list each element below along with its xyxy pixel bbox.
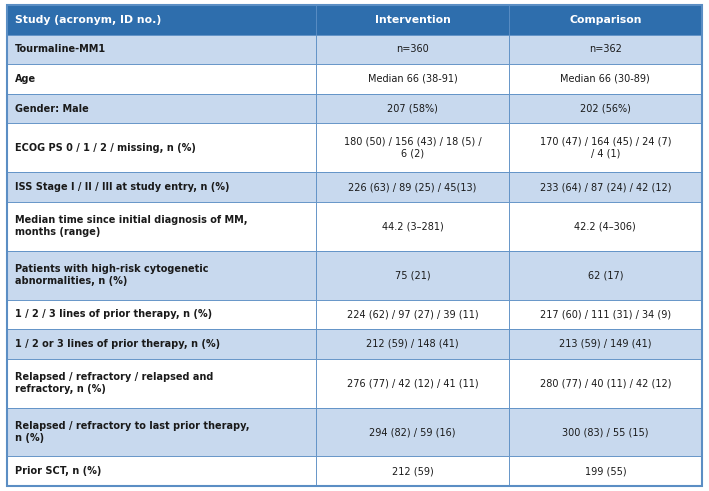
Bar (509, 123, 702, 172)
Text: ISS Stage I / II / III at study entry, n (%): ISS Stage I / II / III at study entry, n… (15, 182, 229, 192)
Bar (316, 251, 509, 300)
Text: Age: Age (15, 74, 36, 84)
Bar (509, 172, 702, 202)
Bar (316, 408, 509, 457)
Text: 294 (82) / 59 (16): 294 (82) / 59 (16) (369, 427, 456, 437)
Text: Tourmaline-MM1: Tourmaline-MM1 (15, 44, 106, 55)
Bar (316, 5, 509, 34)
Bar (7, 457, 316, 486)
Text: 1 / 2 / 3 lines of prior therapy, n (%): 1 / 2 / 3 lines of prior therapy, n (%) (15, 309, 212, 319)
Bar (316, 34, 509, 64)
Text: 233 (64) / 87 (24) / 42 (12): 233 (64) / 87 (24) / 42 (12) (540, 182, 671, 192)
Text: 170 (47) / 164 (45) / 24 (7)
/ 4 (1): 170 (47) / 164 (45) / 24 (7) / 4 (1) (540, 136, 671, 159)
Bar (316, 300, 509, 329)
Text: Prior SCT, n (%): Prior SCT, n (%) (15, 466, 101, 476)
Bar (509, 300, 702, 329)
Bar (7, 34, 316, 64)
Text: Study (acronym, ID no.): Study (acronym, ID no.) (15, 15, 161, 25)
Bar (7, 359, 316, 408)
Text: n=362: n=362 (589, 44, 622, 55)
Text: 300 (83) / 55 (15): 300 (83) / 55 (15) (562, 427, 649, 437)
Bar (316, 329, 509, 359)
Bar (509, 329, 702, 359)
Text: ECOG PS 0 / 1 / 2 / missing, n (%): ECOG PS 0 / 1 / 2 / missing, n (%) (15, 143, 196, 153)
Text: 42.2 (4–306): 42.2 (4–306) (574, 221, 636, 231)
Text: 202 (56%): 202 (56%) (580, 104, 631, 113)
Bar (7, 300, 316, 329)
Text: 226 (63) / 89 (25) / 45(13): 226 (63) / 89 (25) / 45(13) (348, 182, 476, 192)
Bar (509, 408, 702, 457)
Text: 276 (77) / 42 (12) / 41 (11): 276 (77) / 42 (12) / 41 (11) (347, 378, 479, 388)
Text: Median 66 (38-91): Median 66 (38-91) (368, 74, 457, 84)
Bar (316, 64, 509, 94)
Text: 213 (59) / 149 (41): 213 (59) / 149 (41) (559, 339, 652, 349)
Text: 224 (62) / 97 (27) / 39 (11): 224 (62) / 97 (27) / 39 (11) (347, 309, 479, 319)
Text: 212 (59): 212 (59) (391, 466, 433, 476)
Text: 207 (58%): 207 (58%) (387, 104, 438, 113)
Text: n=360: n=360 (396, 44, 429, 55)
Text: 180 (50) / 156 (43) / 18 (5) /
6 (2): 180 (50) / 156 (43) / 18 (5) / 6 (2) (344, 136, 481, 159)
Bar (509, 457, 702, 486)
Bar (509, 359, 702, 408)
Text: 44.2 (3–281): 44.2 (3–281) (381, 221, 443, 231)
Text: 1 / 2 or 3 lines of prior therapy, n (%): 1 / 2 or 3 lines of prior therapy, n (%) (15, 339, 220, 349)
Text: Gender: Male: Gender: Male (15, 104, 89, 113)
Bar (316, 457, 509, 486)
Bar (7, 408, 316, 457)
Text: Median time since initial diagnosis of MM,
months (range): Median time since initial diagnosis of M… (15, 215, 247, 238)
Bar (316, 94, 509, 123)
Bar (509, 202, 702, 251)
Bar (7, 123, 316, 172)
Bar (316, 359, 509, 408)
Text: 199 (55): 199 (55) (584, 466, 626, 476)
Bar (509, 94, 702, 123)
Text: Median 66 (30-89): Median 66 (30-89) (560, 74, 650, 84)
Text: Comparison: Comparison (569, 15, 642, 25)
Bar (7, 5, 316, 34)
Text: 75 (21): 75 (21) (395, 270, 430, 280)
Text: 280 (77) / 40 (11) / 42 (12): 280 (77) / 40 (11) / 42 (12) (540, 378, 671, 388)
Bar (7, 251, 316, 300)
Bar (316, 123, 509, 172)
Bar (7, 202, 316, 251)
Text: Patients with high-risk cytogenetic
abnormalities, n (%): Patients with high-risk cytogenetic abno… (15, 264, 208, 286)
Text: Intervention: Intervention (374, 15, 450, 25)
Bar (509, 251, 702, 300)
Bar (509, 5, 702, 34)
Bar (509, 34, 702, 64)
Bar (7, 172, 316, 202)
Bar (7, 94, 316, 123)
Bar (316, 202, 509, 251)
Text: 217 (60) / 111 (31) / 34 (9): 217 (60) / 111 (31) / 34 (9) (540, 309, 671, 319)
Bar (316, 172, 509, 202)
Text: Relapsed / refractory / relapsed and
refractory, n (%): Relapsed / refractory / relapsed and ref… (15, 372, 213, 394)
Text: Relapsed / refractory to last prior therapy,
n (%): Relapsed / refractory to last prior ther… (15, 421, 250, 443)
Text: 62 (17): 62 (17) (588, 270, 623, 280)
Bar (509, 64, 702, 94)
Bar (7, 64, 316, 94)
Text: 212 (59) / 148 (41): 212 (59) / 148 (41) (367, 339, 459, 349)
Bar (7, 329, 316, 359)
